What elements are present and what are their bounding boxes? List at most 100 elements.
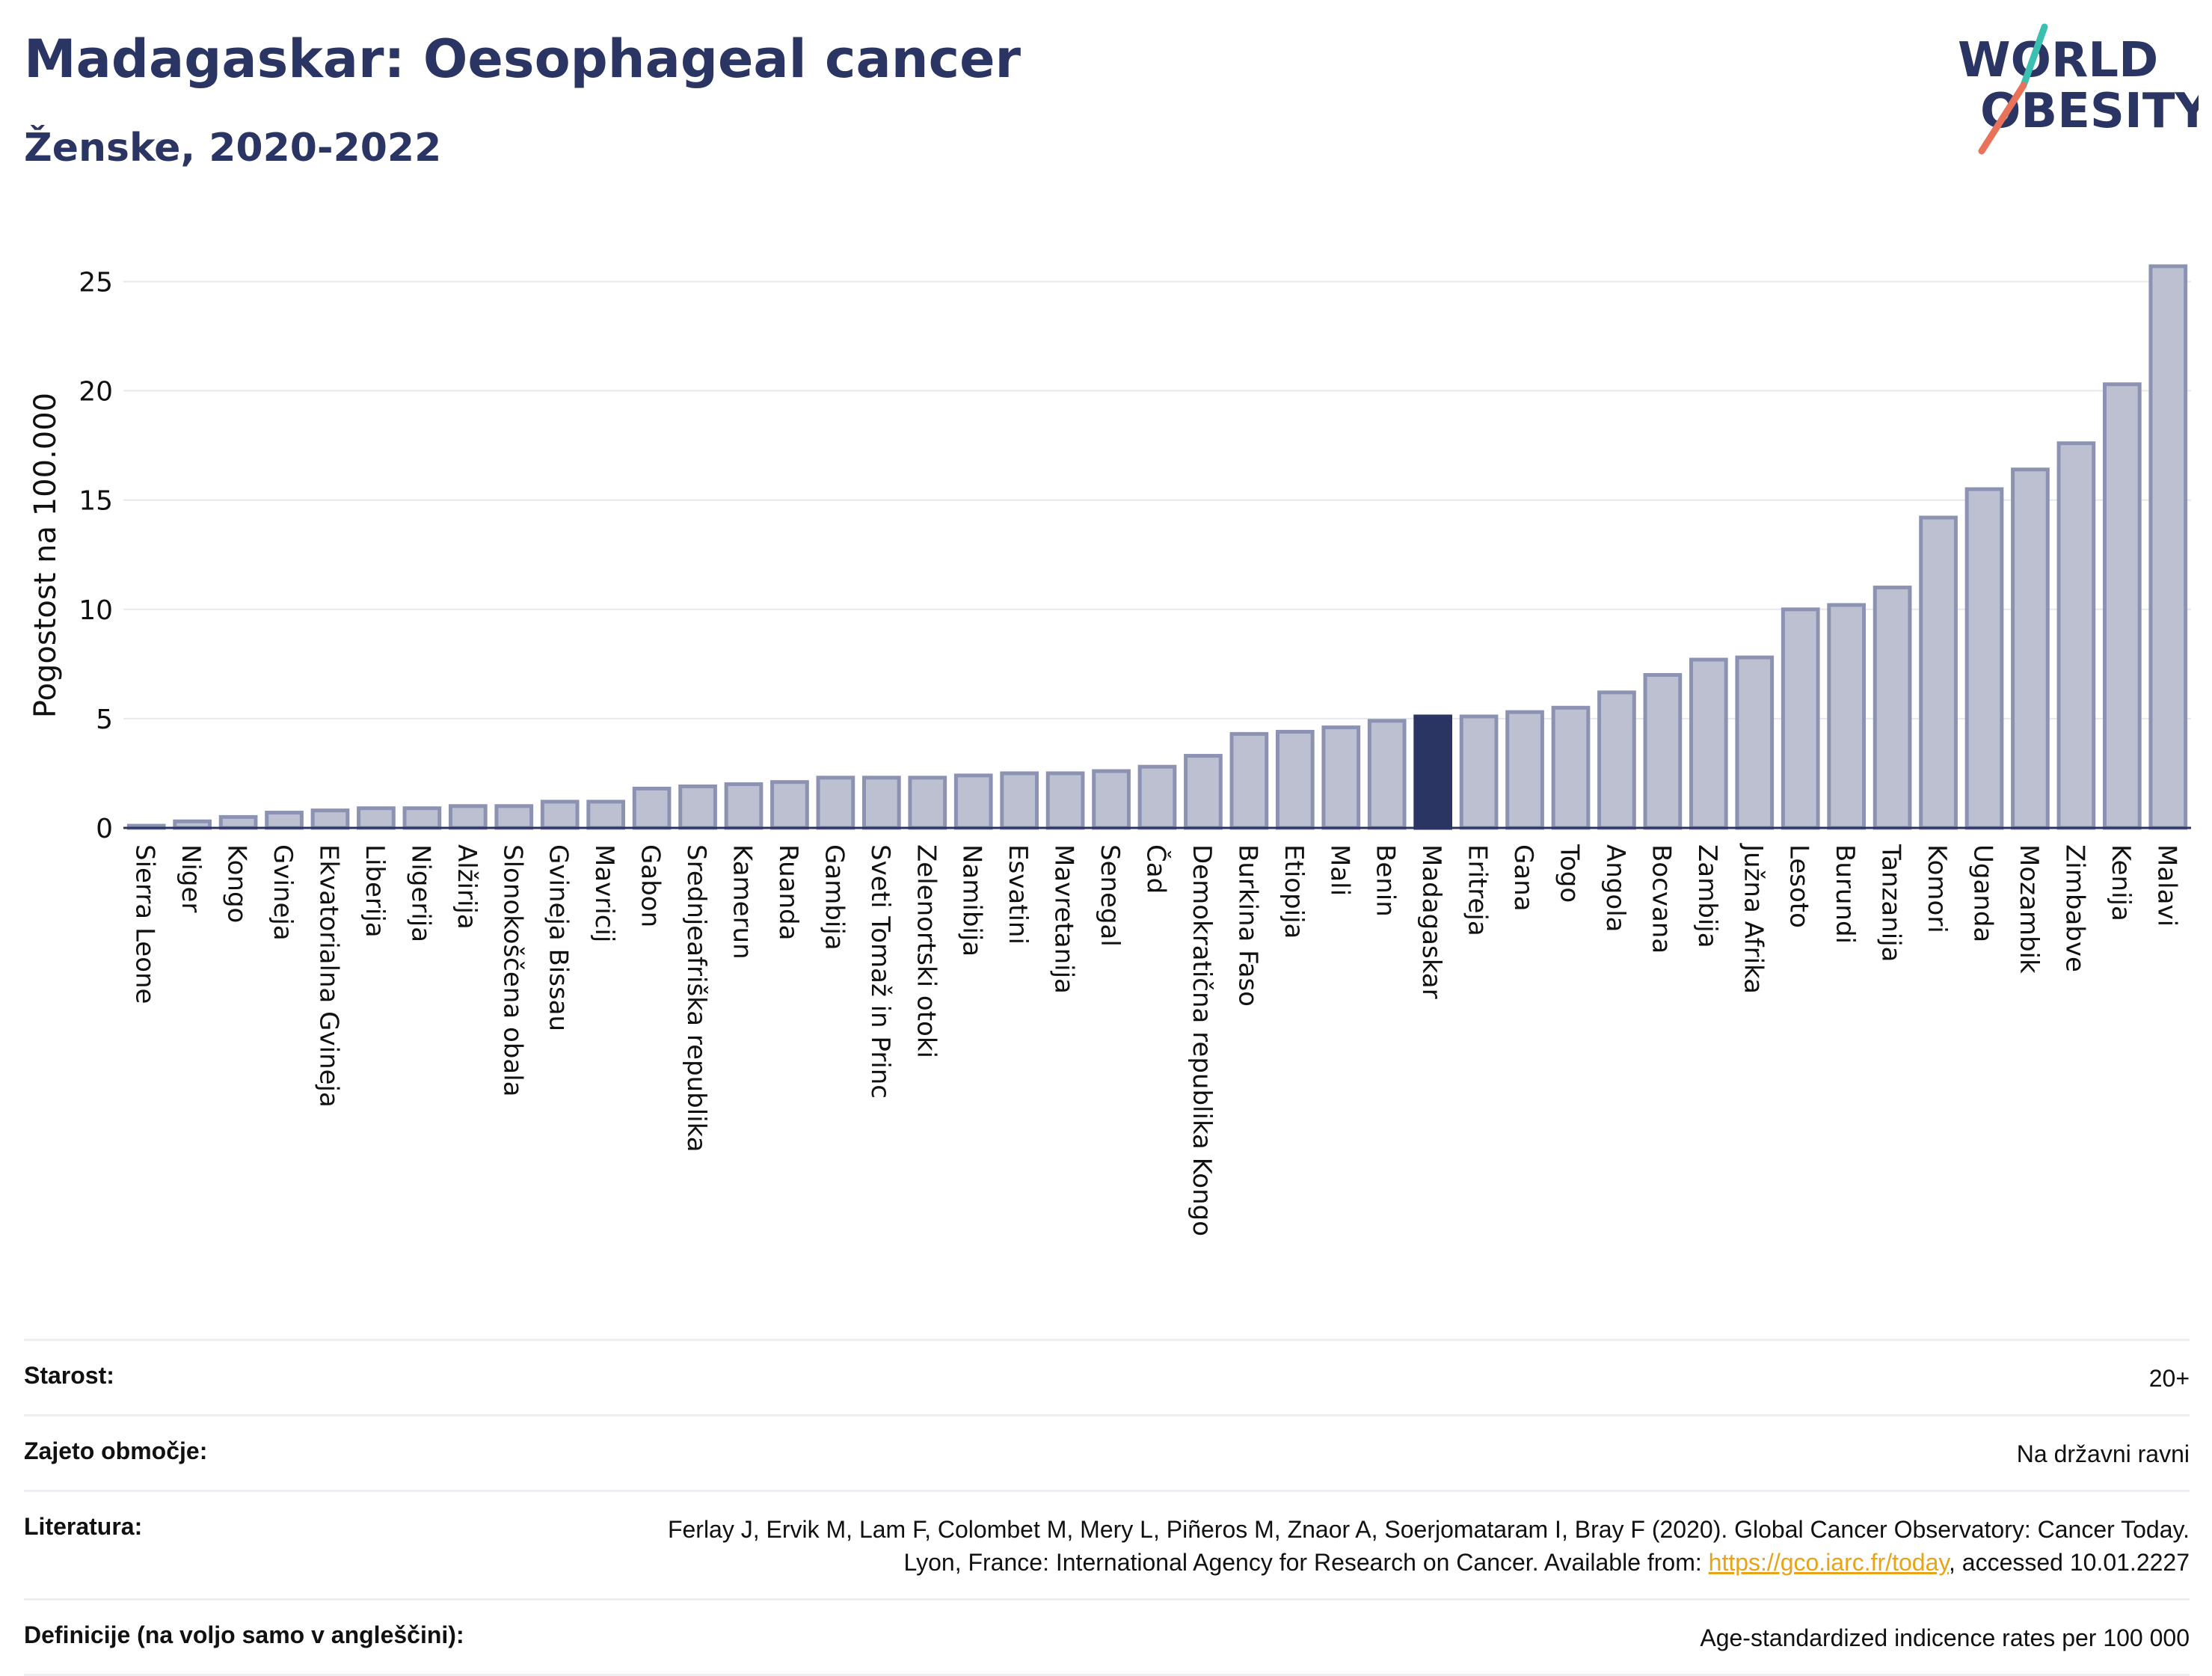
bar <box>1643 672 1683 830</box>
bar <box>2011 467 2050 830</box>
info-row-age: Starost: 20+ <box>24 1339 2190 1414</box>
bar <box>1137 764 1177 830</box>
reference-text-end: , accessed 10.01.2227 <box>1948 1549 2190 1576</box>
y-tick-label: 15 <box>79 486 113 517</box>
x-tick-label: Mozambik <box>2014 844 2044 974</box>
x-tick-label: Etiopija <box>1279 844 1309 939</box>
x-tick-label: Ekvatorialna Gvineja <box>314 844 344 1108</box>
bar <box>586 799 626 830</box>
bar <box>1275 729 1315 830</box>
bar <box>632 786 672 830</box>
x-tick-label: Mavretanija <box>1049 844 1079 994</box>
bar <box>1872 586 1912 830</box>
bar-chart: 0 5 10 15 20 25 Sierra Leone Niger Kongo Gvineja… <box>28 264 2191 1236</box>
bar <box>770 780 809 830</box>
info-value-definition: Age-standardized indicence rates per 100… <box>1700 1624 2190 1651</box>
bar <box>1229 731 1269 830</box>
x-tick-label: Zimbabve <box>2059 844 2089 972</box>
bar <box>540 799 580 830</box>
x-tick-label: Srednjeafriška republika <box>681 844 711 1152</box>
x-tick-label: Gvineja Bissau <box>544 844 574 1031</box>
info-row-coverage: Zajeto območje: Na državni ravni <box>24 1414 2190 1490</box>
x-tick-label: Sveti Tomaž in Princ <box>865 844 895 1099</box>
bar <box>1321 725 1361 830</box>
y-tick-label: 0 <box>96 814 113 844</box>
bar <box>1184 754 1223 830</box>
x-tick-label: Gambija <box>819 844 849 951</box>
info-label-coverage: Zajeto območje: <box>24 1437 208 1464</box>
x-tick-label: Čad <box>1141 844 1172 894</box>
bar <box>1551 705 1591 830</box>
x-tick-label: Gvineja <box>268 844 298 941</box>
bar <box>1367 719 1407 830</box>
x-tick-label: Burundi <box>1830 844 1860 944</box>
bar <box>2056 441 2096 830</box>
bar <box>310 808 350 830</box>
bar <box>2102 382 2142 830</box>
bars <box>126 264 2188 830</box>
x-tick-label: Kenija <box>2106 844 2136 921</box>
x-tick-label: Uganda <box>1968 844 1998 942</box>
x-tick-label: Kongo <box>222 844 252 923</box>
bar <box>1092 769 1131 830</box>
info-row-definition: Definicije (na voljo samo v angleščini):… <box>24 1598 2190 1676</box>
x-tick-label: Lesoto <box>1784 844 1814 928</box>
info-label-definition: Definicije (na voljo samo v angleščini): <box>24 1621 464 1648</box>
x-tick-label: Togo <box>1555 844 1585 903</box>
bar <box>357 806 396 830</box>
x-tick-label: Alžirija <box>452 844 482 930</box>
x-tick-label: Liberija <box>360 844 390 938</box>
bar <box>494 804 534 830</box>
bar <box>2148 264 2188 830</box>
info-row-reference: Literatura: Ferlay J, Ervik M, Lam F, Co… <box>24 1490 2190 1598</box>
info-label-reference: Literatura: <box>24 1513 143 1540</box>
info-value-age: 20+ <box>2148 1365 2190 1392</box>
bar <box>1735 655 1775 830</box>
bar <box>861 776 901 830</box>
bar <box>1919 515 1958 830</box>
x-tick-label: Komori <box>1922 844 1952 933</box>
y-tick-label: 25 <box>79 267 113 298</box>
chart-subtitle: Ženske, 2020-2022 <box>24 126 442 171</box>
bar <box>953 773 993 830</box>
logo-slash-teal <box>2020 23 2048 89</box>
bar <box>1597 690 1636 830</box>
info-value-coverage: Na državni ravni <box>2016 1440 2190 1467</box>
chart-title: Madagaskar: Oesophageal cancer <box>24 28 1021 90</box>
bar <box>1827 603 1867 830</box>
bar <box>678 784 717 830</box>
x-tick-label: Esvatini <box>1003 844 1033 945</box>
logo-text-world: WORLD <box>1958 33 2158 88</box>
bar <box>1045 771 1085 830</box>
bar <box>1413 714 1453 830</box>
x-tick-label: Zambija <box>1692 844 1722 948</box>
x-tick-label: Kamerun <box>728 844 758 960</box>
y-axis-label: Pogostost na 100.000 <box>28 393 63 718</box>
reference-text: Ferlay J, Ervik M, Lam F, Colombet M, Me… <box>667 1516 2190 1576</box>
x-tick-label: Mavricij <box>589 844 619 942</box>
y-tick-label: 20 <box>79 377 113 408</box>
bar <box>908 776 947 830</box>
x-tick-label: Namibija <box>957 844 987 957</box>
bar <box>218 814 258 830</box>
bar <box>1000 771 1039 830</box>
x-tick-label: Gabon <box>636 844 666 927</box>
y-tick-label: 10 <box>79 595 113 626</box>
x-tick-label: Niger <box>176 844 206 912</box>
bar <box>1459 714 1499 830</box>
info-value-reference: Ferlay J, Ervik M, Lam F, Colombet M, Me… <box>604 1513 2190 1579</box>
x-tick-label: Ruanda <box>773 844 803 940</box>
y-tick-label: 5 <box>96 705 113 735</box>
bar <box>402 806 442 830</box>
x-tick-label: Bocvana <box>1646 844 1676 954</box>
x-tick-label: Benin <box>1371 844 1401 917</box>
x-tick-label: Slonokoščena obala <box>497 844 527 1096</box>
logo-text-obesity: OBESITY <box>1980 84 2199 139</box>
bar <box>816 776 855 830</box>
x-tick-label: Madagaskar <box>1416 844 1446 999</box>
x-tick-label: Angola <box>1600 844 1630 932</box>
x-tick-label: Nigerija <box>405 844 435 942</box>
x-tick-label: Južna Afrika <box>1738 843 1768 994</box>
reference-link[interactable]: https://gco.iarc.fr/today <box>1708 1549 1949 1576</box>
bar <box>1505 710 1544 830</box>
